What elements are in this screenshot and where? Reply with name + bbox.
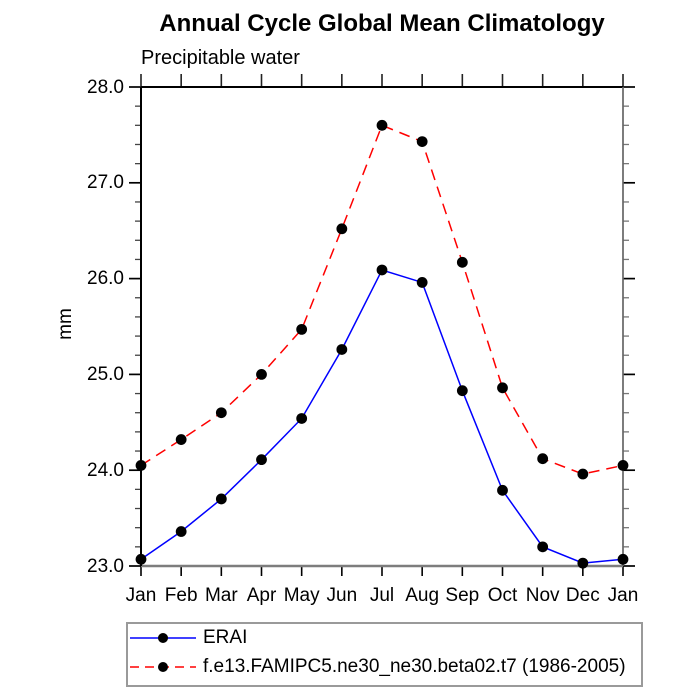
erai-data-point-may-4 bbox=[296, 413, 308, 424]
erai-line-sample-icon bbox=[130, 633, 196, 643]
model-data-point-apr-3 bbox=[256, 369, 267, 380]
model-data-point-nov-10 bbox=[537, 453, 549, 465]
model-data-point-mar-2 bbox=[215, 407, 227, 419]
x-tick-label-nov-10: Nov bbox=[525, 585, 560, 606]
model-data-point-feb-1 bbox=[175, 434, 187, 445]
x-tick-label-apr-3: Apr bbox=[246, 585, 277, 606]
model-data-point-oct-9 bbox=[497, 382, 508, 394]
x-tick-label-oct-9: Oct bbox=[487, 585, 518, 606]
erai-data-point-dec-11 bbox=[577, 557, 589, 569]
x-tick-label-jan-12: Jan bbox=[607, 585, 639, 606]
erai-data-point-sep-8 bbox=[456, 385, 468, 397]
chart-title: Annual Cycle Global Mean Climatology bbox=[159, 10, 605, 37]
erai-data-point-oct-9 bbox=[497, 484, 508, 496]
erai-data-point-jul-6 bbox=[376, 264, 388, 276]
model-data-point-aug-7 bbox=[416, 136, 428, 148]
x-tick-label-jun-5: Jun bbox=[326, 585, 358, 606]
y-tick-label-28.0: 28.0 bbox=[87, 76, 124, 98]
model-series-line bbox=[140, 124, 624, 475]
x-tick-label-dec-11: Dec bbox=[565, 585, 600, 606]
x-tick-label-sep-8: Sep bbox=[445, 585, 480, 606]
model-data-point-may-4 bbox=[296, 323, 308, 335]
erai-series-line bbox=[140, 269, 624, 564]
erai-data-point-jun-5 bbox=[336, 344, 348, 355]
erai-data-point-nov-10 bbox=[537, 541, 549, 553]
erai-data-point-feb-1 bbox=[175, 526, 187, 537]
model-data-point-dec-11 bbox=[577, 468, 589, 480]
x-tick-label-may-4: May bbox=[283, 585, 320, 606]
erai-data-point-apr-3 bbox=[256, 454, 267, 466]
erai-data-point-mar-2 bbox=[215, 493, 227, 505]
legend-row-model: f.e13.FAMIPC5.ne30_ne30.beta02.t7 (1986-… bbox=[128, 656, 626, 677]
legend-label-model: f.e13.FAMIPC5.ne30_ne30.beta02.t7 (1986-… bbox=[203, 656, 626, 677]
x-tick-label-feb-1: Feb bbox=[164, 585, 198, 606]
erai-data-point-jan-12 bbox=[617, 553, 629, 565]
y-tick-label-26.0: 26.0 bbox=[87, 268, 124, 290]
x-tick-label-mar-2: Mar bbox=[204, 585, 238, 606]
legend-label-erai: ERAI bbox=[203, 627, 248, 648]
erai-data-point-aug-7 bbox=[416, 277, 428, 288]
model-data-point-jul-6 bbox=[376, 119, 388, 131]
model-data-point-jun-5 bbox=[336, 223, 348, 235]
model-data-point-jan-12 bbox=[617, 460, 629, 471]
chart-subtitle: Precipitable water bbox=[141, 47, 300, 69]
model-data-point-jan-0 bbox=[135, 460, 147, 471]
legend-row-erai: ERAI bbox=[128, 627, 248, 648]
x-tick-label-aug-7: Aug bbox=[405, 585, 440, 606]
y-tick-label-27.0: 27.0 bbox=[87, 172, 124, 194]
y-tick-label-25.0: 25.0 bbox=[87, 363, 124, 385]
model-line-sample-icon bbox=[130, 662, 196, 672]
x-tick-label-jan-0: Jan bbox=[125, 585, 157, 606]
erai-data-point-jan-0 bbox=[135, 553, 147, 565]
x-tick-label-jul-6: Jul bbox=[369, 585, 395, 606]
legend-box: ERAI f.e13.FAMIPC5.ne30_ne30.beta02.t7 (… bbox=[126, 622, 643, 687]
y-tick-label-24.0: 24.0 bbox=[87, 459, 124, 481]
y-tick-label-23.0: 23.0 bbox=[87, 555, 124, 577]
model-data-point-sep-8 bbox=[456, 256, 468, 268]
